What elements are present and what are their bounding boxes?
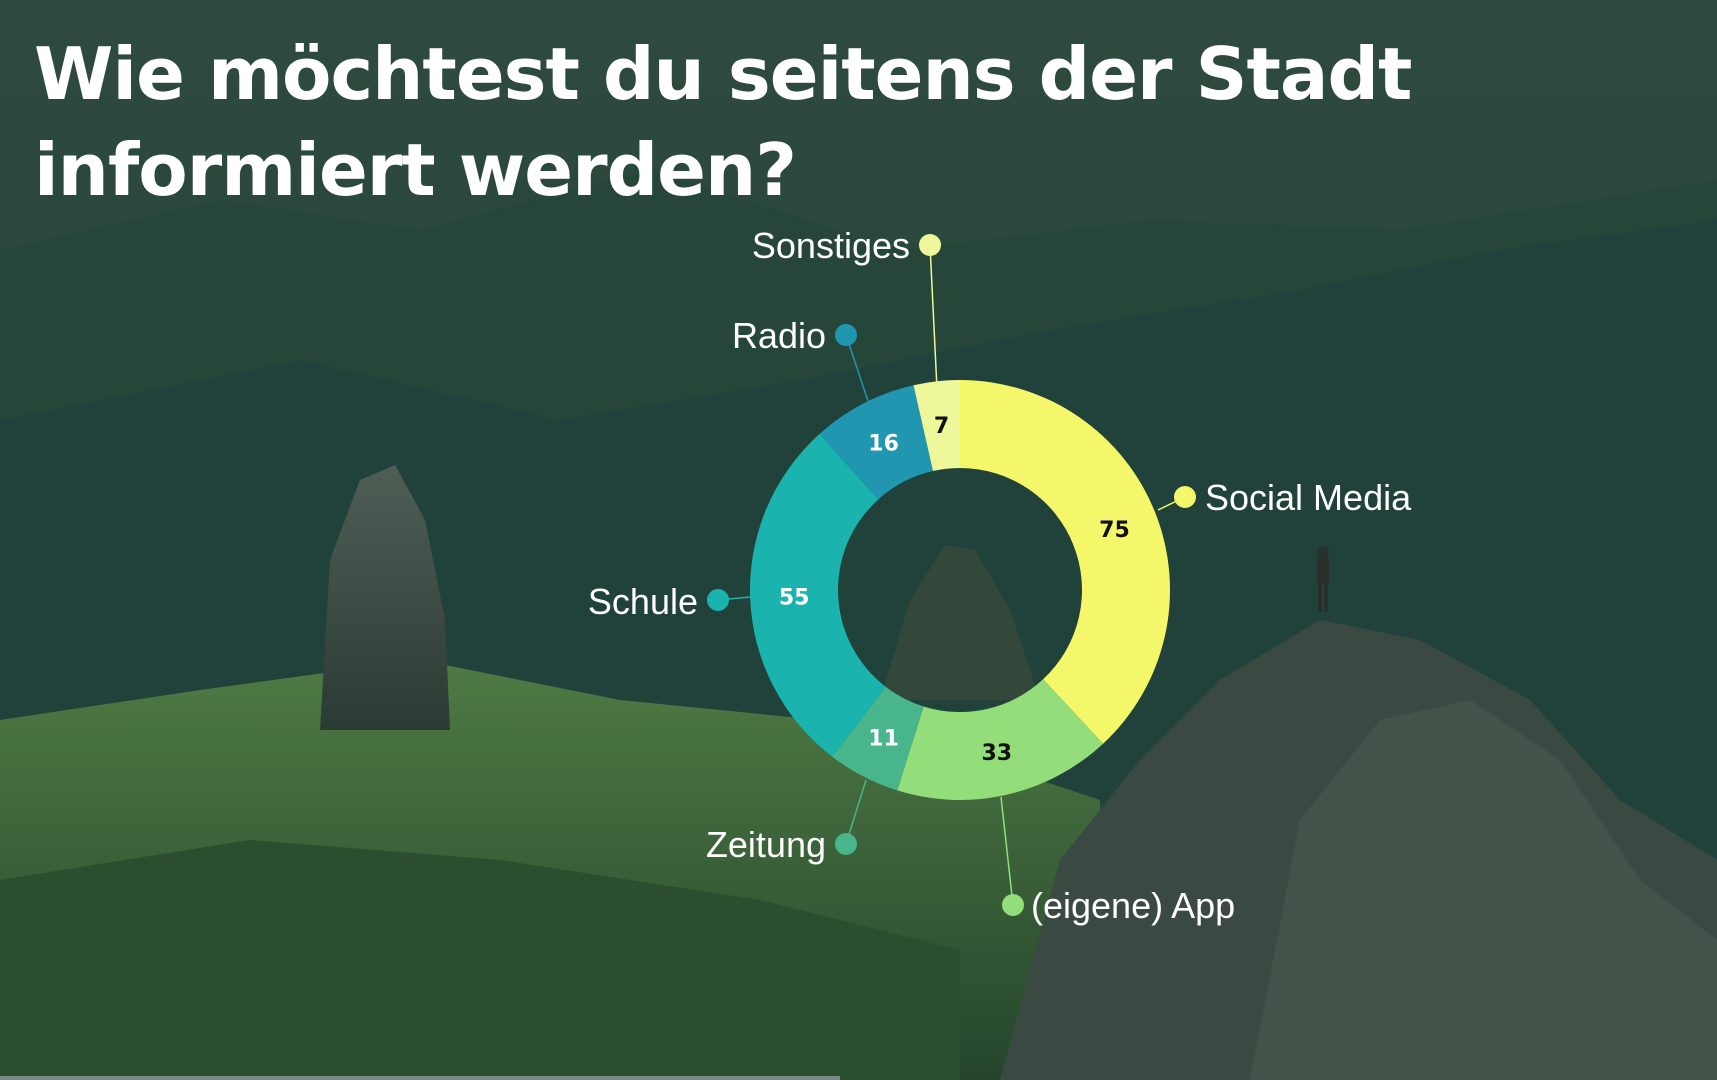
callout-eigene-app: (eigene) App <box>1000 796 1235 926</box>
donut-segment-schule <box>750 434 886 757</box>
category-label-zeitung: Zeitung <box>706 824 826 865</box>
bottom-divider <box>0 1076 840 1080</box>
value-label-eigene-app: 33 <box>981 741 1012 766</box>
donut-segment-zeitung <box>832 686 924 791</box>
leader-line-radio <box>845 334 869 402</box>
value-label-zeitung: 11 <box>868 726 899 751</box>
page-title: Wie möchtest du seitens der Stadt inform… <box>34 26 1434 218</box>
category-label-schule: Schule <box>588 581 698 622</box>
callout-social-media: Social Media <box>1157 477 1412 518</box>
donut-segments <box>750 380 1170 801</box>
callout-radio: Radio <box>732 315 869 402</box>
page-title-line-1: Wie möchtest du seitens der Stadt <box>34 32 1412 116</box>
donut-segment-eigene-app <box>897 679 1104 801</box>
donut-value-labels: 75 33 11 55 16 7 <box>779 414 1130 766</box>
callout-sonstiges: Sonstiges <box>752 225 941 390</box>
legend-dot-zeitung <box>835 833 857 855</box>
legend-dot-sonstiges <box>919 234 941 256</box>
category-label-social-media: Social Media <box>1205 477 1412 518</box>
legend-dot-eigene-app <box>1002 894 1024 916</box>
donut-segment-sonstiges <box>913 380 960 472</box>
category-label-radio: Radio <box>732 315 826 356</box>
donut-segment-radio <box>819 385 933 500</box>
value-label-schule: 55 <box>779 586 810 611</box>
legend-dot-schule <box>707 589 729 611</box>
value-label-sonstiges: 7 <box>934 414 949 439</box>
callout-schule: Schule <box>588 581 751 622</box>
callout-zeitung: Zeitung <box>706 779 867 865</box>
legend-dot-radio <box>835 324 857 346</box>
legend-dot-social-media <box>1174 486 1196 508</box>
donut-segment-social-media <box>960 380 1170 744</box>
value-label-social-media: 75 <box>1099 518 1130 543</box>
leader-line-zeitung <box>845 779 867 845</box>
category-label-sonstiges: Sonstiges <box>752 225 910 266</box>
page-title-line-2: informiert werden? <box>34 128 797 212</box>
category-label-eigene-app: (eigene) App <box>1031 885 1235 926</box>
leader-line-sonstiges <box>929 244 938 390</box>
value-label-radio: 16 <box>868 432 899 457</box>
leader-line-eigene-app <box>1000 796 1014 906</box>
hiker-silhouette <box>1317 546 1329 612</box>
